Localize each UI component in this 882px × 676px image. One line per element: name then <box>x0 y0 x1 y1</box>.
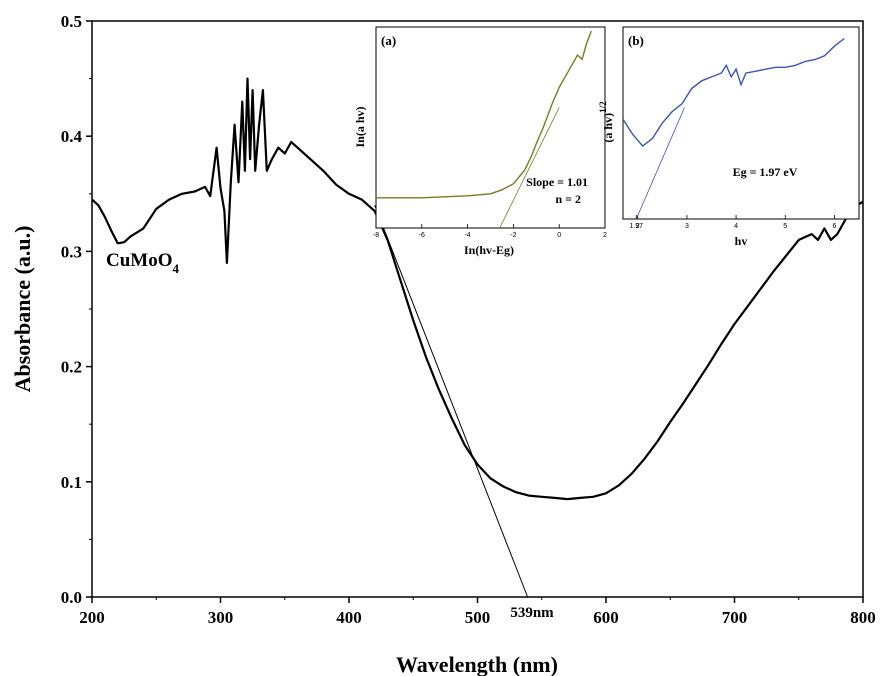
inset-b: 1.972 3 4 5 6 (b) Eg = 1.97 eV hv (a hv)1/2 <box>598 26 860 248</box>
inset-b-x-title: hv <box>735 234 748 248</box>
inset-b-series-line <box>622 37 845 147</box>
inset-b-y-title-sup: 1/2 <box>598 101 608 113</box>
absorbance-series-line <box>91 77 864 501</box>
inset-b-x-tick-label: 1.97 <box>629 223 643 230</box>
inset-b-tag: (b) <box>628 33 644 48</box>
inset-b-x-tick-label: 3 <box>685 223 689 230</box>
y-tick-label: 0.0 <box>61 588 82 607</box>
inset-a-x-tick-label: 2 <box>603 232 607 239</box>
inset-b-x-tick-label: 2 <box>636 223 640 230</box>
tangent-intercept-label: 539nm <box>510 605 554 621</box>
inset-b-x-tick-label: 4 <box>734 223 738 230</box>
y-tick-label: 0.4 <box>61 127 83 146</box>
sample-label-sub: 4 <box>173 261 180 276</box>
inset-a: -8 -6 -4 -2 0 2 (a) Slope = 1.01 n = 2 In(hv-… <box>353 26 607 257</box>
y-tick-label: 0.1 <box>61 473 82 492</box>
x-tick-label: 600 <box>593 608 619 627</box>
inset-a-fit-line <box>499 107 560 229</box>
inset-b-frame <box>622 26 860 220</box>
main-axis-tick-labels: 200 300 400 500 600 700 800 0.0 0.1 0.2 0.3 0.4 0.5 <box>61 12 876 627</box>
inset-a-x-tick-label: -8 <box>373 232 379 239</box>
inset-b-x-tick-label: 5 <box>783 223 787 230</box>
y-tick-label: 0.2 <box>61 358 82 377</box>
inset-a-slope-label: Slope = 1.01 <box>526 175 588 189</box>
inset-a-y-title: In(a hv) <box>353 106 367 147</box>
inset-a-x-tick-label: -2 <box>510 232 516 239</box>
inset-b-ticks: 1.972 3 4 5 6 <box>629 215 836 230</box>
inset-a-tag: (a) <box>381 33 396 48</box>
inset-a-series-line <box>376 30 592 199</box>
y-axis-title: Absorbance (a.u.) <box>10 226 35 393</box>
sample-label: CuMoO4 <box>106 250 180 276</box>
inset-b-y-title-main: (a hv) <box>601 113 615 143</box>
x-tick-label: 500 <box>465 608 491 627</box>
inset-b-y-title: (a hv)1/2 <box>598 101 615 143</box>
y-tick-label: 0.3 <box>61 242 82 261</box>
x-tick-label: 400 <box>336 608 362 627</box>
inset-a-x-tick-label: -6 <box>419 232 425 239</box>
x-tick-label: 700 <box>722 608 748 627</box>
main-axis-ticks <box>86 20 864 603</box>
inset-a-x-title: In(hv-Eg) <box>464 243 514 257</box>
inset-a-x-tick-label: 0 <box>557 232 561 239</box>
x-tick-label: 300 <box>208 608 234 627</box>
inset-a-n-label: n = 2 <box>555 192 581 206</box>
inset-b-fit-line <box>635 107 685 220</box>
sample-label-main: CuMoO <box>106 250 173 271</box>
x-axis-title: Wavelength (nm) <box>396 652 558 676</box>
y-tick-label: 0.5 <box>61 12 82 31</box>
inset-b-eg-label: Eg = 1.97 eV <box>733 165 798 179</box>
tangent-line <box>374 205 529 598</box>
inset-b-x-tick-label: 6 <box>832 223 836 230</box>
inset-a-ticks: -8 -6 -4 -2 0 2 <box>373 224 607 239</box>
inset-a-frame <box>375 26 606 229</box>
x-tick-label: 200 <box>79 608 105 627</box>
inset-a-x-tick-label: -4 <box>464 232 470 239</box>
x-tick-label: 800 <box>850 608 876 627</box>
